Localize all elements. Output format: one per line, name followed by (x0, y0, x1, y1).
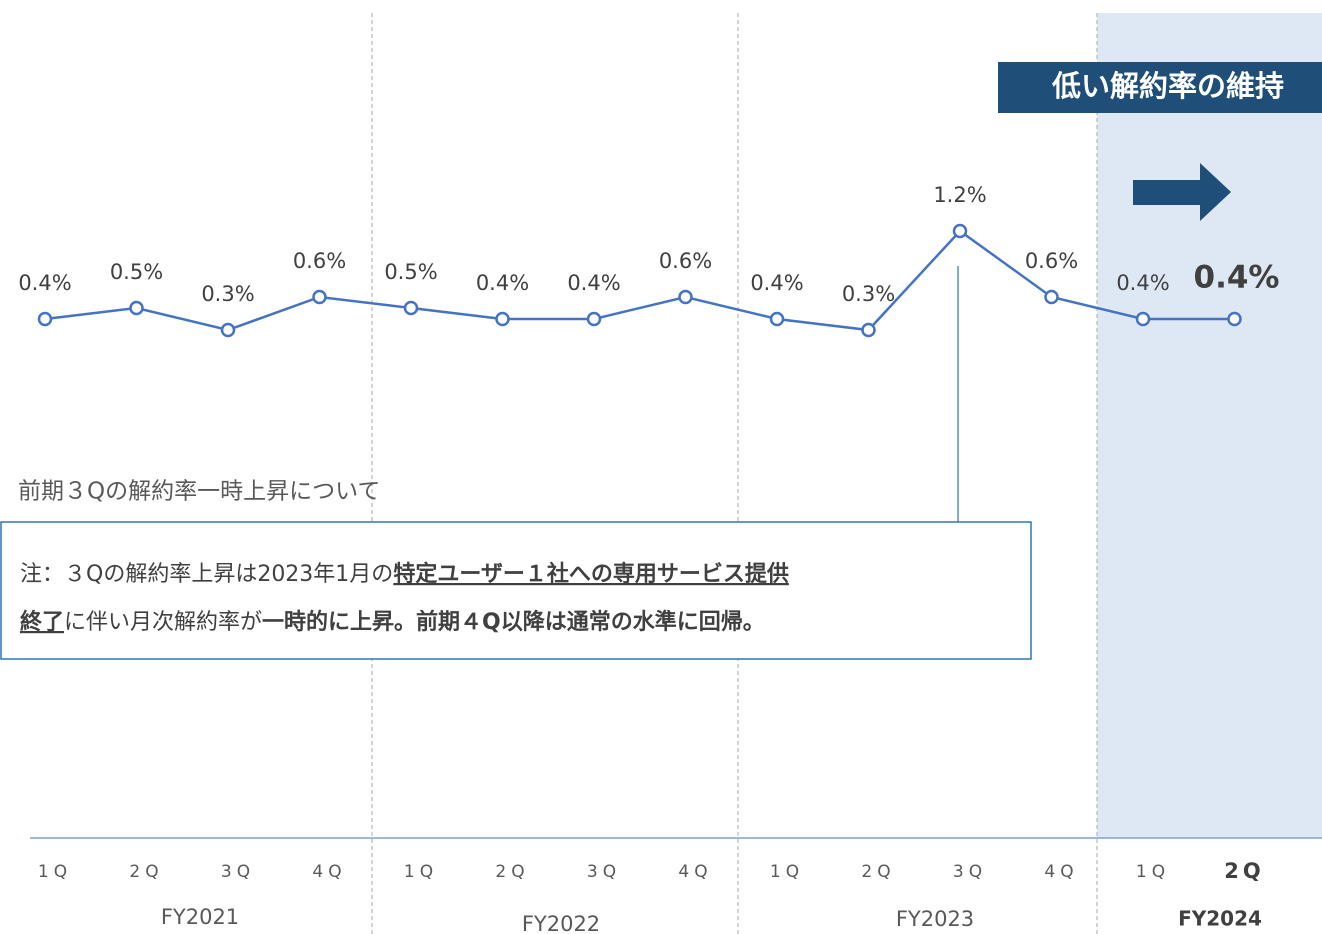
data-label: 0.4% (476, 271, 529, 295)
group-label: FY2024 (1178, 907, 1262, 931)
x-tick-label: 2Q (129, 862, 163, 882)
plot: 0.4% 0.5% 0.3% 0.6% 0.5% 0.4% 0.4% 0.6% 0.4% 0.3%… (18, 183, 1280, 338)
point (403, 300, 419, 316)
group-label: FY2023 (896, 907, 974, 931)
data-label: 0.6% (1025, 249, 1078, 273)
x-tick-label: 2Q (1224, 859, 1264, 883)
point (952, 223, 968, 239)
title-box (998, 62, 1322, 113)
x-tick-label: 1Q (1136, 862, 1170, 882)
data-label: 0.5% (110, 260, 163, 284)
x-tick-label: 3Q (587, 862, 621, 882)
data-label: 0.3% (842, 282, 895, 306)
group-label: FY2021 (161, 905, 239, 929)
arrow (1133, 163, 1231, 221)
x-tick-label: 4Q (312, 862, 346, 882)
point (37, 311, 53, 327)
highlight-region (1097, 13, 1322, 838)
point (861, 322, 876, 338)
point (312, 289, 327, 305)
point (1227, 311, 1242, 327)
x-tick-label: 1Q (770, 862, 804, 882)
x-tick-label: 4Q (1044, 862, 1078, 882)
point (220, 322, 236, 338)
x-tick-label: 4Q (678, 862, 712, 882)
note-text: に伴い月次解約率が (64, 610, 262, 635)
note-text: 終了 (20, 609, 64, 635)
note-text: 注：３Qの解約率上昇は2023年1月の (20, 562, 393, 587)
data-label: 0.4% (1194, 260, 1280, 296)
data-label: 0.6% (659, 249, 712, 273)
point (1135, 311, 1151, 327)
x-tick-label: 2Q (861, 862, 895, 882)
point (495, 311, 510, 327)
point (1044, 289, 1059, 305)
series-line (44, 229, 1235, 332)
data-label: 0.4% (567, 271, 620, 295)
x-tick-label: 1Q (38, 862, 72, 882)
data-label: 0.4% (750, 271, 803, 295)
data-label: 0.4% (18, 271, 71, 295)
x-tick-label: 1Q (404, 862, 438, 882)
note-line: 終了に伴い月次解約率が一時的に上昇。前期４Q以降は通常の水準に回帰。 (20, 609, 765, 635)
group-label: FY2022 (522, 912, 600, 934)
x-tick-label: 3Q (953, 862, 987, 882)
chart-title: 低い解約率の維持 (1051, 69, 1284, 103)
note-line: 注：３Qの解約率上昇は2023年1月の特定ユーザー１社への専用サービス提供 (20, 561, 789, 587)
x-tick-label: 2Q (495, 862, 529, 882)
data-label: 1.2% (933, 183, 986, 207)
data-label: 0.4% (1116, 271, 1169, 295)
annotation-heading: 前期３Qの解約率一時上昇について (18, 479, 380, 505)
data-label: 0.3% (201, 282, 254, 306)
point (769, 311, 785, 327)
data-label: 0.6% (293, 249, 346, 273)
note-text: 一時的に上昇。前期４Q以降は通常の水準に回帰。 (262, 609, 765, 635)
point (678, 289, 693, 305)
note-box (0, 521, 1032, 660)
point (586, 311, 602, 327)
point (129, 300, 144, 316)
data-label: 0.5% (384, 260, 437, 284)
note-text: 特定ユーザー１社への専用サービス提供 (393, 561, 789, 587)
note: 注：３Qの解約率上昇は2023年1月の特定ユーザー１社への専用サービス提供終了に… (20, 561, 789, 635)
x-tick-label: 3Q (221, 862, 255, 882)
